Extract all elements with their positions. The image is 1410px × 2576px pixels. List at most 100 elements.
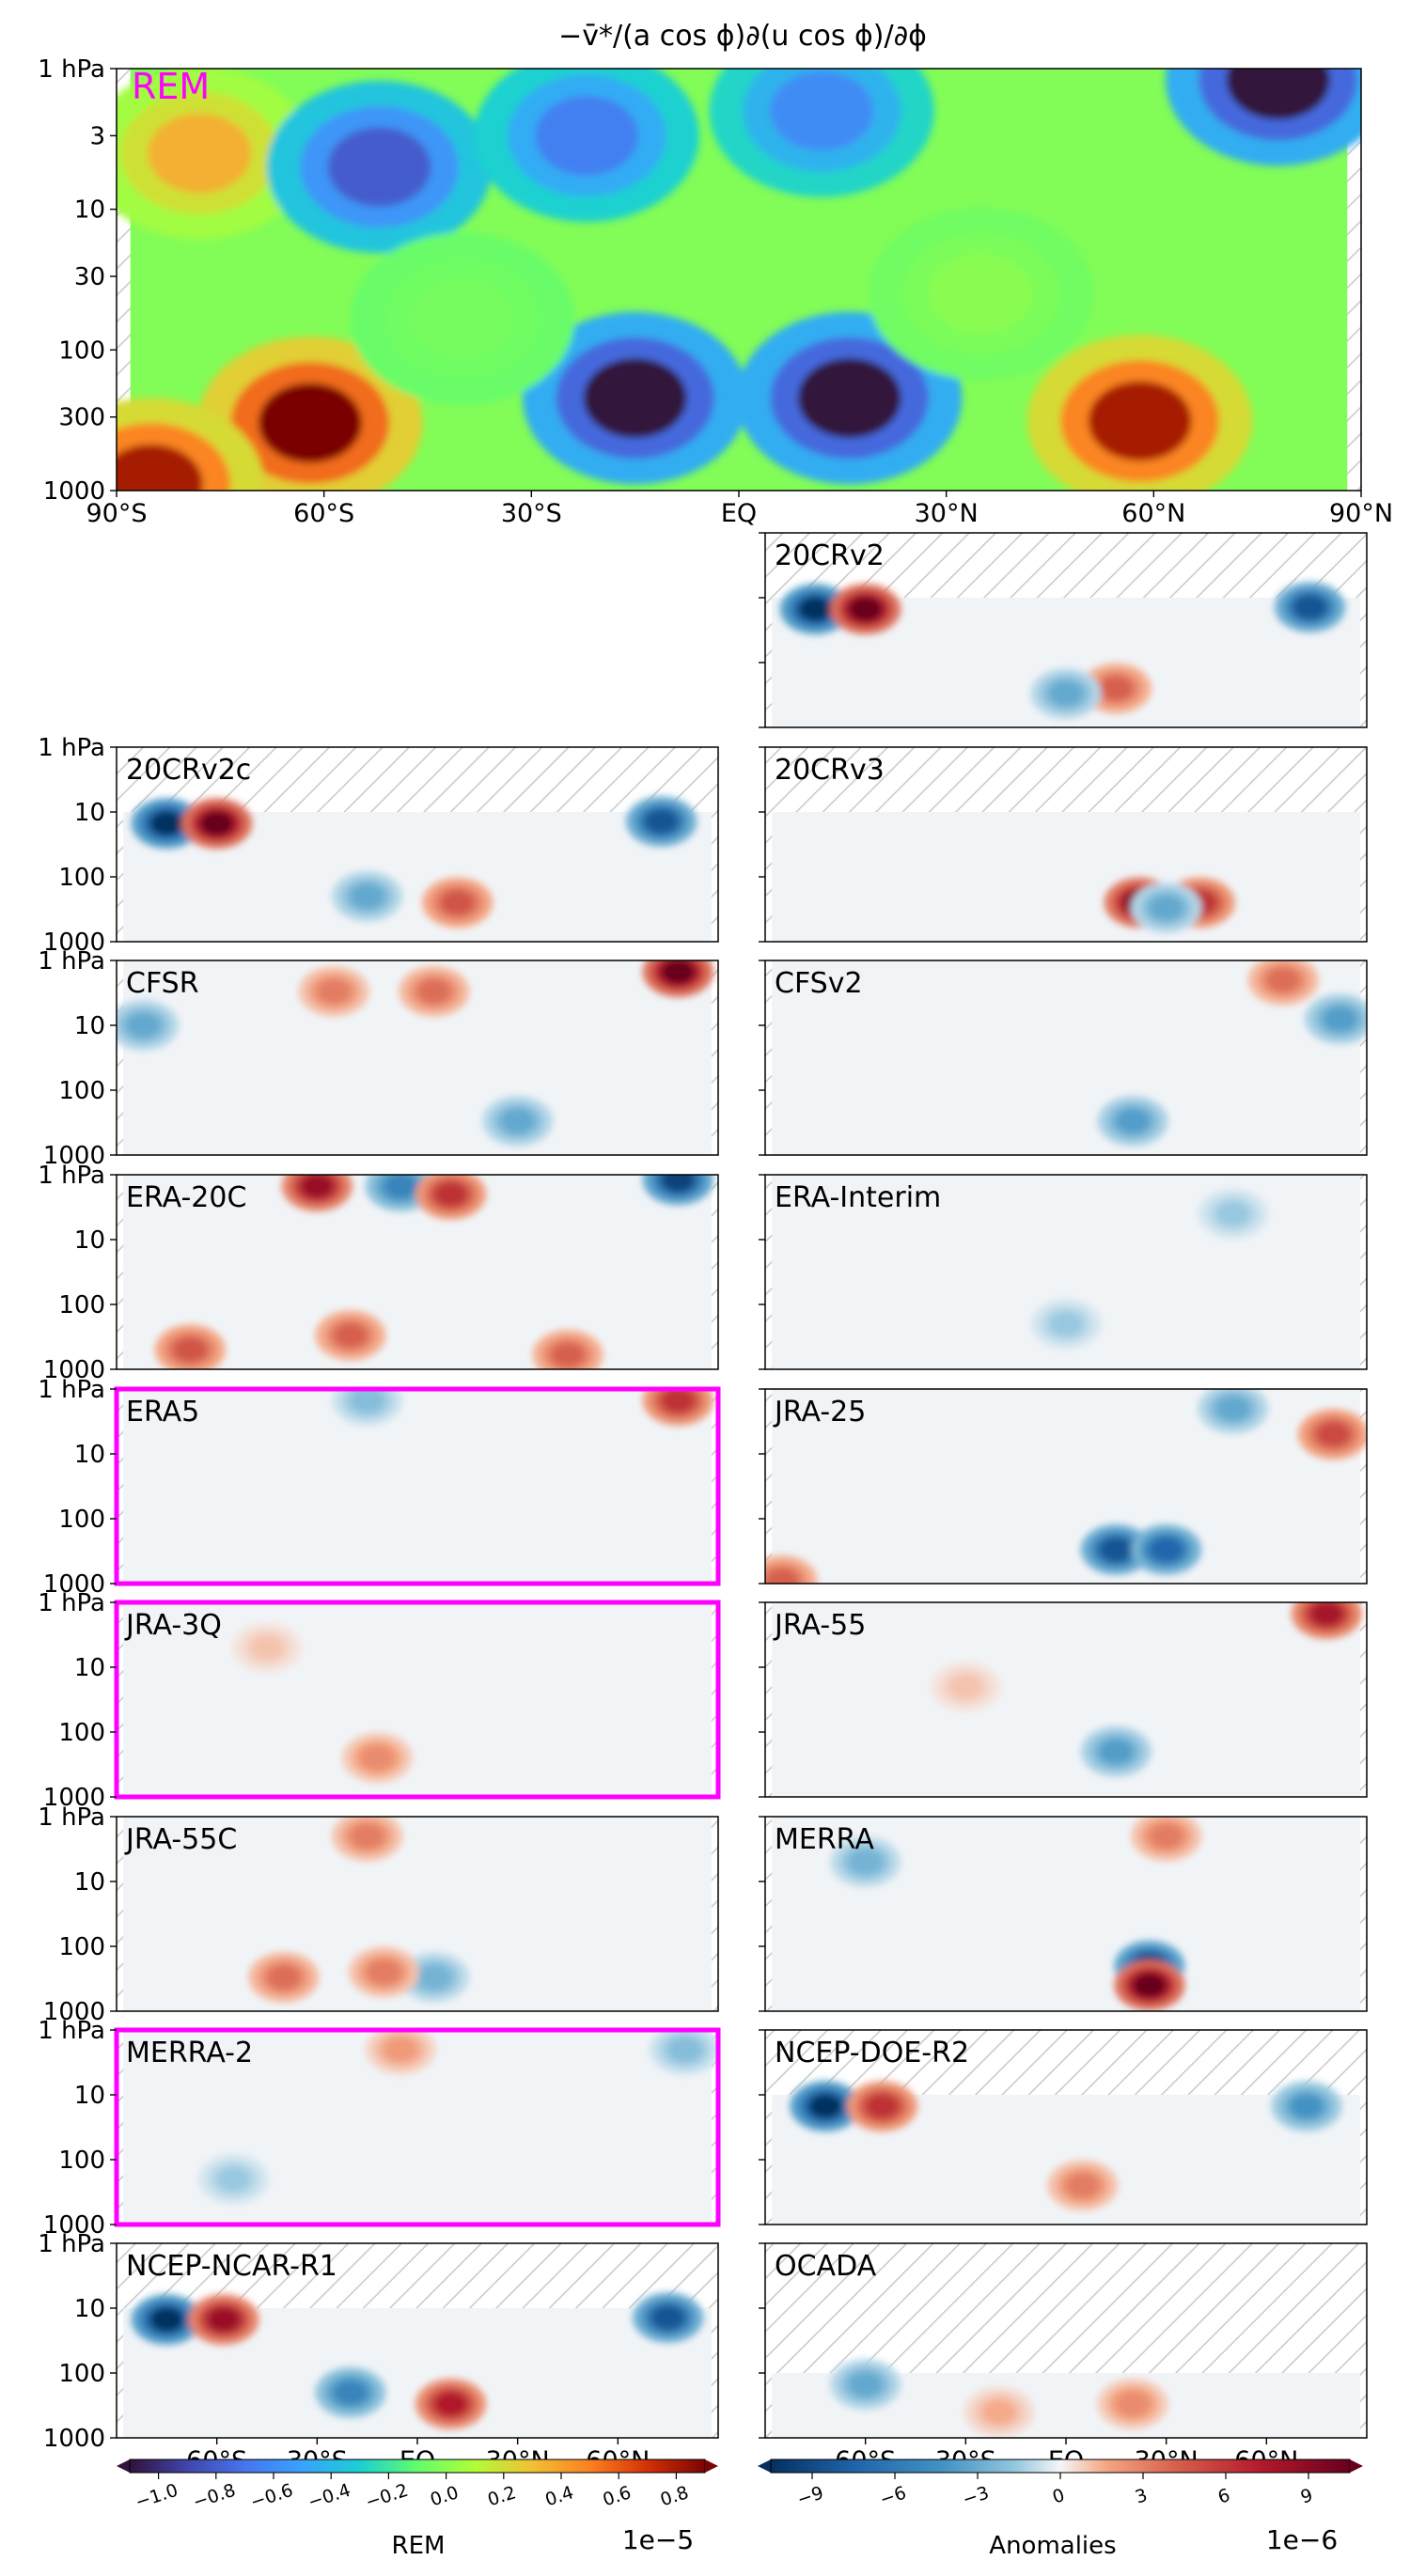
panel-merra-2-blob-0-level-2 bbox=[384, 2037, 418, 2062]
rem-blob-3-level-2 bbox=[770, 70, 874, 151]
panel-20crv2c-panel: 20CRv2c 1 hPa 10 100 1000 bbox=[38, 734, 719, 957]
panel-era-20c-panel: ERA-20C 1 hPa 10 100 1000 bbox=[38, 1162, 719, 1384]
panel-merra-2-ytick-label: 1 hPa bbox=[38, 2017, 105, 2045]
panel-20crv2c-blob-0-level-2 bbox=[149, 810, 184, 836]
rem-blob-11-level-2 bbox=[410, 278, 514, 359]
panel-era-20c-blob-0-level-2 bbox=[661, 1175, 696, 1193]
panel-merra-panel: MERRA bbox=[759, 1816, 1368, 2012]
rem-blob-6-level-2 bbox=[797, 358, 901, 438]
cb-rem-ticks-tick-label: 0.6 bbox=[601, 2482, 634, 2510]
panel-era5-ytick-label: 1000 bbox=[43, 1570, 105, 1599]
panel-merra-2-panel: MERRA-2 1 hPa 10 100 1000 bbox=[38, 2017, 721, 2240]
panel-era5-blob-0-level-2 bbox=[661, 1389, 696, 1413]
panel-jra-25-blob-3-level-2 bbox=[1215, 1396, 1250, 1421]
panel-cfsr-label: CFSR bbox=[126, 967, 199, 1000]
panel-ocada-blob-2-level-2 bbox=[981, 2399, 1016, 2425]
rem-blob-4-level-2 bbox=[1226, 69, 1330, 120]
panel-cfsv2-frame bbox=[764, 960, 1368, 1156]
panel-ncep-ncar-r1-blob-0-level-2 bbox=[149, 2306, 184, 2333]
cb-anom-ticks-tick-label: 9 bbox=[1298, 2485, 1315, 2508]
panel-ocada-field bbox=[765, 2243, 1367, 2438]
panel-jra-25-field bbox=[765, 1389, 1367, 1584]
panel-cfsr-field bbox=[117, 960, 718, 1155]
panel-jra-55-field bbox=[765, 1602, 1367, 1797]
panel-cfsv2-contours bbox=[1097, 960, 1367, 1147]
panel-era-20c-blob-2-level-2 bbox=[384, 1175, 418, 1199]
rem-blob-1-level-2 bbox=[327, 127, 431, 208]
panel-jra-55c-blob-2-level-2 bbox=[416, 1964, 451, 1991]
rem-ytick-label: 30 bbox=[74, 263, 105, 291]
cb-rem-ticks-tick-label: −0.2 bbox=[363, 2480, 411, 2513]
rem-xtick-label: 30°N bbox=[915, 499, 979, 528]
rem-ytick-label: 100 bbox=[58, 336, 105, 365]
colorbar-rem: −1.0 −0.8 −0.6 −0.4 −0.2 0.0 0.2 0.4 0.6 0.8 REM … bbox=[117, 2459, 718, 2560]
panel-jra-25-contours bbox=[765, 1389, 1367, 1584]
panel-merra-blob-2-level-2 bbox=[848, 1850, 883, 1875]
panel-era-interim-blob-1-level-2 bbox=[1215, 1201, 1250, 1226]
panel-jra-55c-ytick-label: 1000 bbox=[43, 1998, 105, 2026]
cb-anom-ticks-tick-label: 6 bbox=[1215, 2485, 1232, 2508]
colorbar-anom-right-arrow bbox=[1350, 2459, 1363, 2473]
panel-cfsr-blob-2-level-2 bbox=[416, 978, 451, 1005]
rem-ytick-label: 1000 bbox=[43, 477, 105, 506]
colorbar-anom-left-arrow bbox=[758, 2459, 771, 2473]
colorbar-rem-label: REM bbox=[392, 2532, 446, 2560]
panel-jra-3q-panel: JRA-3Q 1 hPa 10 100 1000 bbox=[38, 1589, 721, 1812]
panel-jra-55c-blob-3-level-2 bbox=[367, 1959, 401, 1985]
panel-era-20c-blob-3-level-2 bbox=[433, 1181, 468, 1207]
panel-jra-55c-contours bbox=[248, 1817, 470, 2003]
panel-ncep-ncar-r1-blob-1-level-2 bbox=[206, 2306, 241, 2333]
panel-jra-55c-ytick-label: 1 hPa bbox=[38, 1803, 105, 1832]
panel-ncep-doe-r2-blob-0-level-2 bbox=[808, 2093, 842, 2119]
panel-ncep-doe-r2-blob-2-level-2 bbox=[1290, 2093, 1324, 2119]
panel-ocada-label: OCADA bbox=[775, 2250, 877, 2283]
panel-cfsr-frame bbox=[116, 960, 719, 1156]
panel-merra-2-blob-2-level-2 bbox=[216, 2166, 251, 2192]
panel-jra-55c-frame bbox=[116, 1816, 719, 2012]
panel-era5-label: ERA5 bbox=[126, 1396, 199, 1429]
colorbar-anom-scale: 1e−6 bbox=[1266, 2524, 1338, 2555]
rem-contours bbox=[117, 69, 1361, 491]
panel-era-20c-ytick-label: 1 hPa bbox=[38, 1162, 105, 1190]
rem-blob-8-level-2 bbox=[117, 444, 203, 491]
panel-era-20c-blob-6-level-2 bbox=[551, 1342, 585, 1367]
panel-ncep-ncar-r1-label: NCEP-NCAR-R1 bbox=[126, 2250, 337, 2283]
panel-jra-25-label: JRA-25 bbox=[773, 1396, 866, 1429]
colorbar-anom-bar bbox=[770, 2459, 1351, 2474]
panel-jra-3q-ytick-label: 100 bbox=[58, 1719, 105, 1747]
panel-20crv2c-ytick-label: 100 bbox=[58, 864, 105, 892]
rem-field bbox=[117, 69, 1361, 491]
panel-20crv2c-label: 20CRv2c bbox=[126, 754, 251, 787]
rem-label: REM bbox=[132, 66, 210, 107]
panel-merra-2-ytick-label: 1000 bbox=[43, 2211, 105, 2240]
panel-jra-3q-contours bbox=[231, 1622, 413, 1784]
cb-rem-ticks-tick-label: 0.4 bbox=[542, 2482, 576, 2510]
panel-era5-blob-1-level-2 bbox=[350, 1389, 384, 1413]
panel-jra-55c-label: JRA-55C bbox=[124, 1823, 237, 1856]
panel-era-interim-panel: ERA-Interim bbox=[759, 1174, 1368, 1370]
panel-20crv3-label: 20CRv3 bbox=[775, 754, 885, 787]
panel-cfsr-ytick-label: 1000 bbox=[43, 1142, 105, 1170]
panel-jra-3q-field-base bbox=[123, 1602, 712, 1797]
rem-xtick-label: EQ bbox=[721, 499, 757, 528]
rem-ytick-label: 3 bbox=[89, 122, 105, 150]
cb-rem-ticks-tick-label: 0.0 bbox=[428, 2482, 462, 2510]
panel-ncep-doe-r2-panel: NCEP-DOE-R2 bbox=[759, 2029, 1368, 2225]
panel-20crv2-contours bbox=[779, 582, 1346, 719]
panel-merra-frame bbox=[764, 1816, 1368, 2012]
panel-20crv3-blob-2-level-2 bbox=[1149, 895, 1183, 921]
rem-xtick-label: 90°S bbox=[86, 499, 148, 528]
cb-anom-ticks-tick-label: −6 bbox=[877, 2483, 908, 2511]
panel-era-20c-blob-1-level-2 bbox=[300, 1175, 335, 1199]
panel-jra-25-panel: JRA-25 bbox=[759, 1388, 1368, 1585]
panel-merra-blob-3-level-2 bbox=[1149, 1823, 1183, 1849]
rem-ytick-label: 300 bbox=[58, 404, 105, 432]
panel-ncep-doe-r2-frame bbox=[764, 2029, 1368, 2225]
rem-xtick-label: 90°N bbox=[1329, 499, 1393, 528]
panel-era-20c-ytick-label: 10 bbox=[74, 1226, 105, 1255]
panel-merra-contours bbox=[830, 1817, 1202, 2011]
panel-cfsr-ytick-label: 100 bbox=[58, 1077, 105, 1105]
reanalysis-panels: 20CRv2 20CRv2c 1 hPa 10 100 1000 20CRv3 CFSR 1 h… bbox=[38, 532, 1368, 2475]
cb-rem-ticks-tick-label: −0.6 bbox=[248, 2480, 296, 2513]
